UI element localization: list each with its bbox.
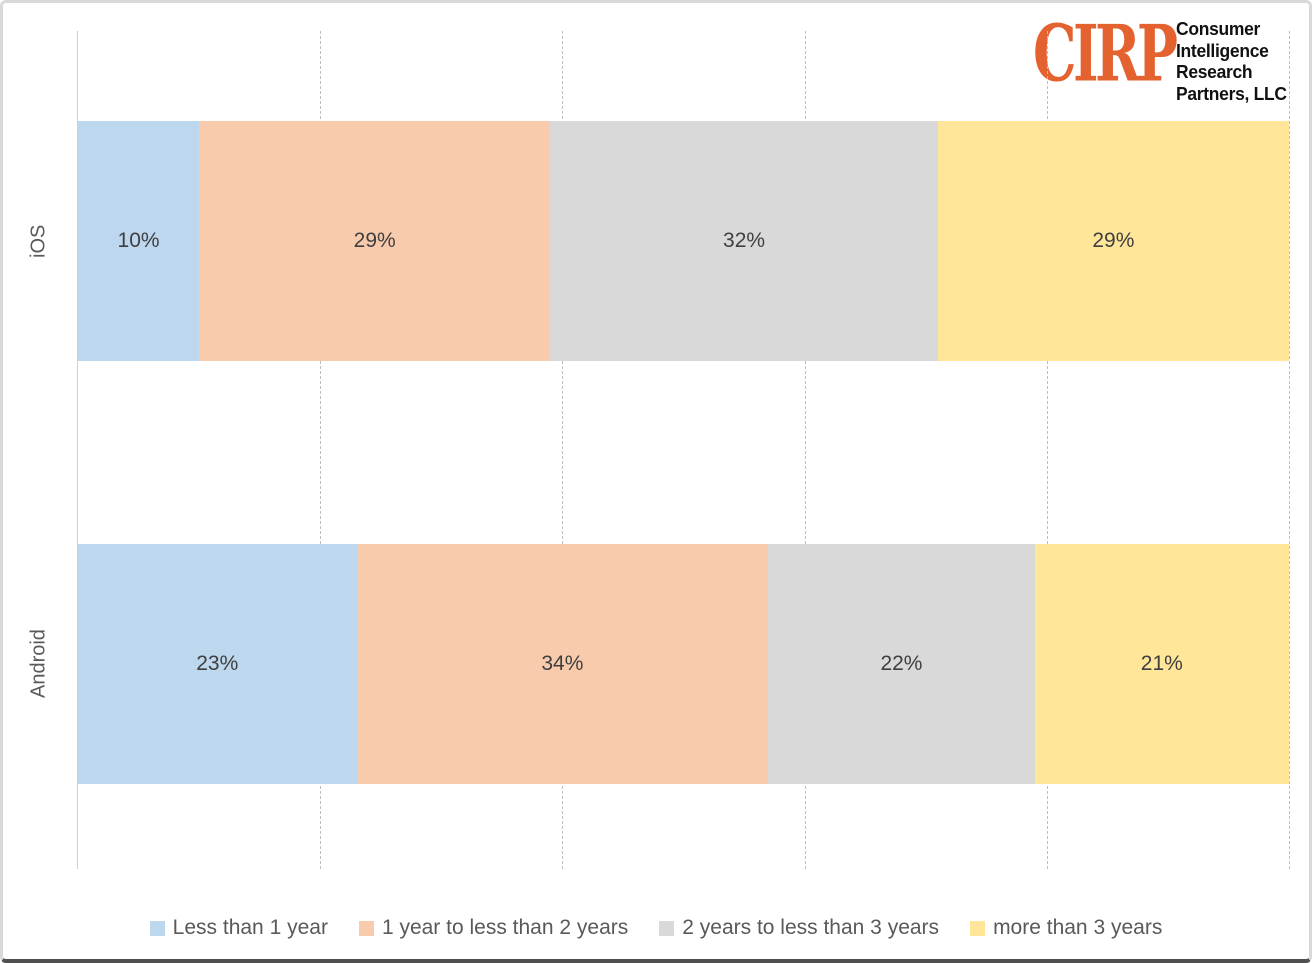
- legend-label: 2 years to less than 3 years: [682, 916, 940, 939]
- cirp-logo-org-line: Research: [1176, 62, 1253, 82]
- cirp-logo-wordmark: CIRP: [1033, 8, 1178, 99]
- legend-swatch-icon: [970, 920, 986, 936]
- segment-android-less-than-1-year: 23%: [78, 544, 357, 784]
- value-label: 34%: [541, 652, 584, 675]
- legend-swatch-icon: [149, 920, 165, 936]
- legend-item-1-year-to-less-than-2-years: 1 year to less than 2 years: [358, 916, 629, 940]
- cirp-logo: CIRP Consumer Intelligence Research Partner…: [1033, 8, 1289, 107]
- gridline-20pct: [320, 31, 322, 869]
- value-label: 29%: [353, 229, 396, 252]
- segment-ios-more-than-3-years: 29%: [937, 121, 1289, 361]
- value-label: 21%: [1140, 652, 1183, 675]
- legend-item-2-years-to-less-than-3-years: 2 years to less than 3 years: [659, 916, 939, 940]
- value-label: 32%: [723, 229, 766, 252]
- segment-android-1-year-to-less-than-2-years: 34%: [356, 544, 769, 784]
- segment-android-2-years-to-less-than-3-years: 22%: [768, 544, 1035, 784]
- cirp-logo-org-line: Partners, LLC: [1176, 83, 1287, 104]
- gridline-60pct: [804, 31, 806, 869]
- category-label-android: Android: [27, 629, 50, 699]
- cirp-logo-org-line: Intelligence: [1176, 40, 1269, 61]
- plot-area: 10% 29% 32% 29% iOS 23% 34% 22% 21% Android: [28, 31, 1290, 869]
- legend-label: 1 year to less than 2 years: [381, 916, 629, 939]
- legend-item-more-than-3-years: more than 3 years: [970, 916, 1162, 940]
- gridline-40pct: [562, 31, 564, 869]
- value-label: 10%: [117, 229, 160, 252]
- legend-swatch-icon: [358, 920, 374, 936]
- gridline-100pct: [1289, 31, 1290, 869]
- legend-label: more than 3 years: [993, 916, 1163, 939]
- bar-ios: 10% 29% 32% 29%: [78, 121, 1289, 361]
- cirp-logo-orgname: Consumer Intelligence Research Partners, LL…: [1176, 19, 1287, 105]
- legend: Less than 1 year 1 year to less than 2 ye…: [3, 907, 1309, 949]
- value-label: 29%: [1092, 229, 1135, 252]
- bar-android: 23% 34% 22% 21%: [78, 544, 1289, 784]
- cirp-logo-org-line: Consumer: [1176, 19, 1261, 39]
- value-label: 23%: [196, 652, 239, 675]
- category-label-ios: iOS: [27, 224, 50, 258]
- segment-ios-1-year-to-less-than-2-years: 29%: [199, 121, 551, 361]
- legend-label: Less than 1 year: [172, 916, 328, 939]
- legend-swatch-icon: [659, 920, 675, 936]
- value-label: 22%: [880, 652, 923, 675]
- segment-ios-less-than-1-year: 10%: [78, 121, 200, 361]
- legend-item-less-than-1-year: Less than 1 year: [149, 916, 328, 940]
- gridline-80pct: [1046, 31, 1048, 869]
- segment-android-more-than-3-years: 21%: [1034, 544, 1289, 784]
- segment-ios-2-years-to-less-than-3-years: 32%: [550, 121, 938, 361]
